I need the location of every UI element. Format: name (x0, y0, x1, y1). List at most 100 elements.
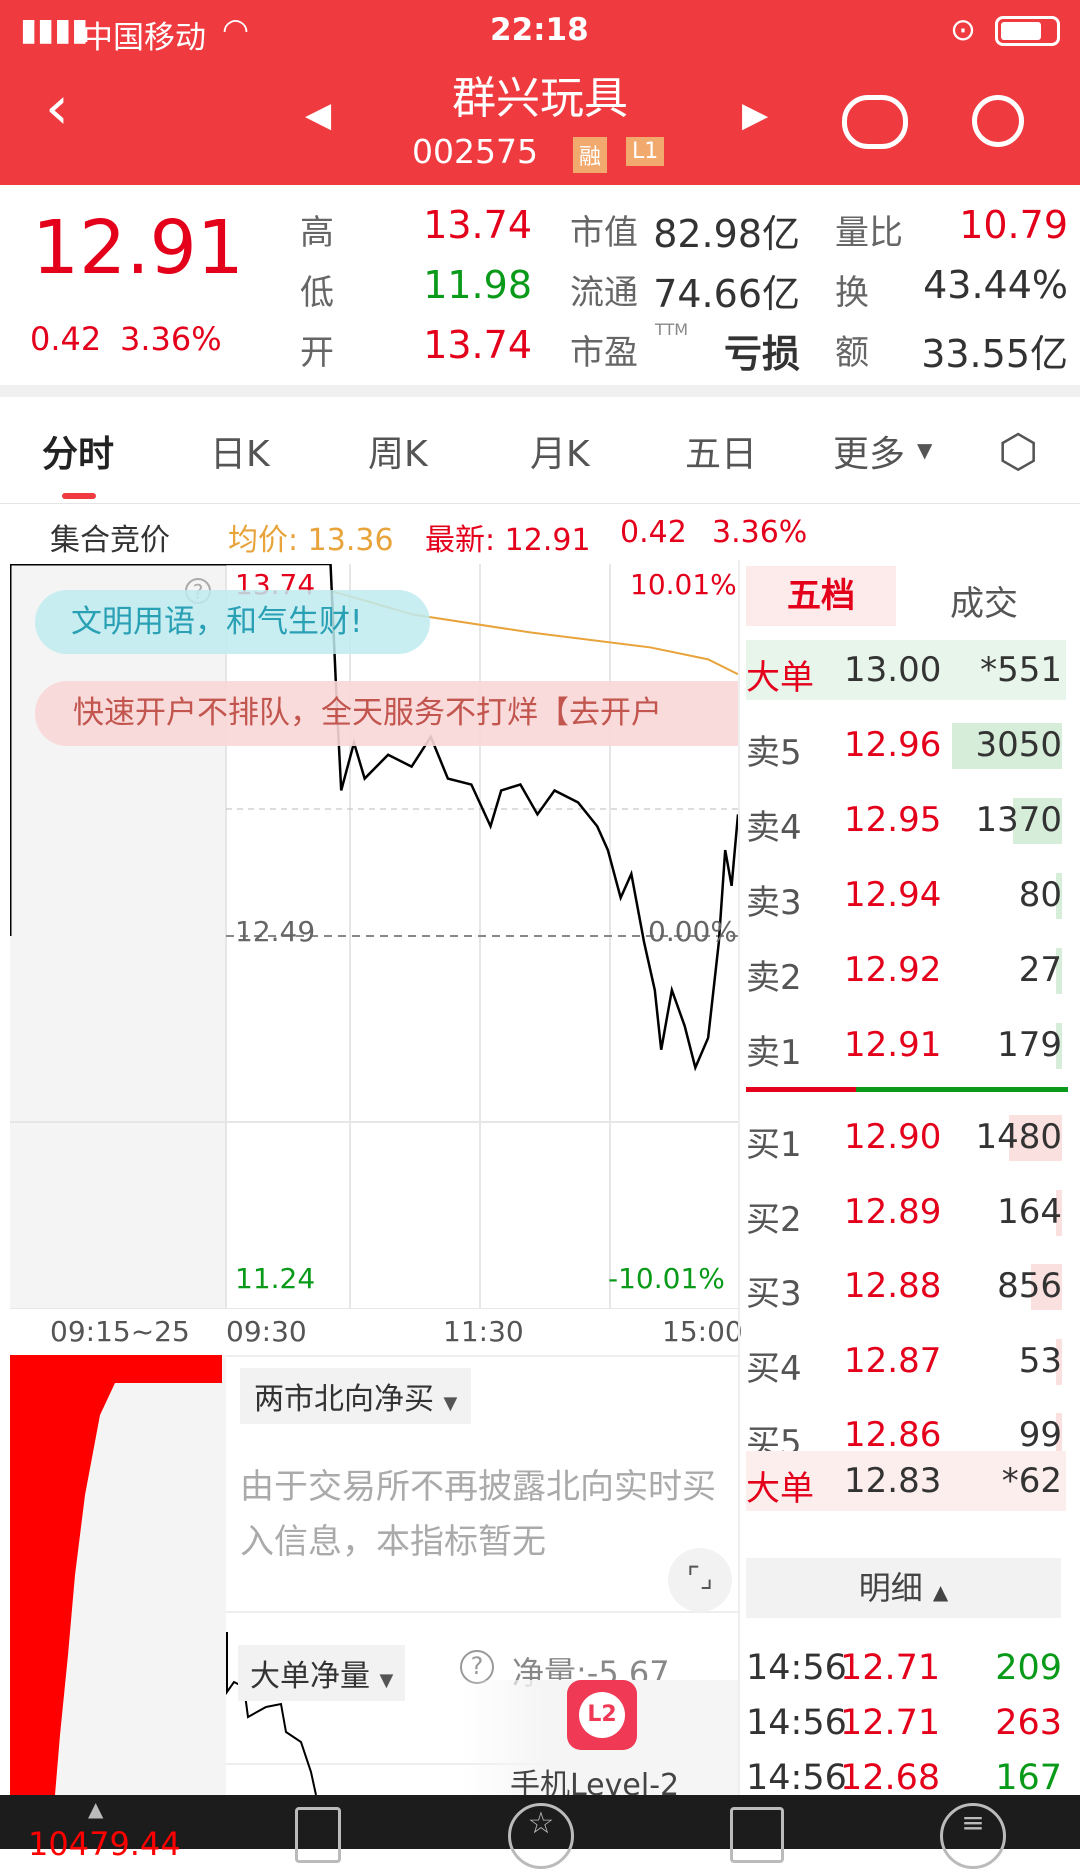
auction-volume-bars (10, 1355, 222, 1795)
bid-row[interactable]: 买1 12.90 1480 (746, 1107, 1066, 1167)
bid-row[interactable]: 买5 12.86 99 (746, 1405, 1066, 1465)
volume-bar (1056, 1413, 1062, 1459)
expand-icon[interactable]: ⌜⌟ (668, 1548, 732, 1612)
trade-price: 12.68 (840, 1758, 941, 1798)
bid-row[interactable]: 买2 12.89 164 (746, 1182, 1066, 1242)
open-label: 开 (300, 333, 334, 373)
level2-badge: L2 (579, 1692, 625, 1738)
level-label: 卖5 (746, 733, 802, 773)
trade-time: 14:56 (746, 1703, 847, 1743)
time-label-close: 15:00 (662, 1315, 743, 1348)
current-price: 12.91 (32, 205, 244, 291)
price-change: 0.42 (30, 320, 102, 358)
level-label: 卖2 (746, 958, 802, 998)
back-icon[interactable]: ‹ (45, 73, 69, 143)
trade-price: 12.71 (840, 1703, 941, 1743)
auction-area (10, 564, 226, 1309)
intraday-chart[interactable] (10, 564, 738, 1309)
level-label: 买2 (746, 1199, 802, 1240)
level-label: 大单 (746, 1469, 814, 1509)
level-volume: 179 (997, 1025, 1062, 1065)
big-order-label: 大单净量 (250, 1659, 370, 1694)
tab-monthly-k[interactable]: 月K (530, 434, 590, 475)
ask-row[interactable]: 卖4 12.95 1370 (746, 790, 1066, 850)
robot-icon[interactable] (842, 95, 908, 149)
tab-trades[interactable]: 成交 (950, 584, 1018, 624)
big-order-select[interactable]: 大单净量 ▼ (238, 1645, 406, 1701)
price-change-pct: 3.36% (120, 320, 222, 358)
tab-five-levels[interactable]: 五档 (746, 566, 896, 626)
bid-row[interactable]: 买4 12.87 53 (746, 1331, 1066, 1391)
dropdown-icon: ▼ (443, 1393, 458, 1414)
level-volume: 80 (1018, 875, 1062, 915)
detail-toggle[interactable]: 明细 ▲ (746, 1558, 1061, 1618)
y-min-pct-label: -10.01% (608, 1262, 725, 1295)
settings-hexagon-icon[interactable]: ⬡ (998, 424, 1039, 478)
level-price: 12.87 (844, 1340, 942, 1381)
trade-row: 14:56 12.71 263 (746, 1693, 1066, 1753)
level-volume: 1480 (975, 1117, 1062, 1157)
index-value[interactable]: 10479.44 (28, 1825, 181, 1863)
tab-weekly-k[interactable]: 周K (368, 434, 428, 475)
big-order-row[interactable]: 大单 13.00 *551 (746, 640, 1066, 700)
favorite-star-icon[interactable]: ☆ (508, 1803, 574, 1869)
menu-icon[interactable]: ≡ (940, 1803, 1006, 1869)
amount-label: 额 (835, 333, 869, 373)
level-label: 买4 (746, 1348, 802, 1389)
tab-indicator (62, 493, 96, 499)
level-price: 13.00 (844, 650, 942, 690)
volume-bar (1031, 1264, 1062, 1310)
volume-ratio-label: 量比 (835, 213, 903, 253)
low-label: 低 (300, 273, 334, 313)
level2-icon: L2 (567, 1680, 637, 1750)
trade-time: 14:56 (746, 1648, 847, 1688)
chat-bubble[interactable]: 文明用语，和气生财! (35, 590, 430, 654)
north-flow-panel (226, 1355, 738, 1613)
open-value: 13.74 (423, 323, 532, 367)
open-account-banner[interactable]: 快速开户不排队，全天服务不打烊【去开户 (35, 681, 738, 746)
float-cap-label: 流通 (570, 273, 638, 313)
tab-daily-k[interactable]: 日K (210, 434, 270, 475)
quote-panel: 12.91 0.42 3.36% 高 低 开 13.74 11.98 13.74… (0, 185, 1080, 385)
prev-stock-icon[interactable]: ◀ (305, 95, 332, 135)
level-volume: 164 (997, 1191, 1062, 1232)
bid-row[interactable]: 买3 12.88 856 (746, 1256, 1066, 1316)
trade-row: 14:56 12.68 167 (746, 1748, 1066, 1808)
level-label: 买3 (746, 1274, 802, 1314)
price-line (226, 564, 738, 1072)
high-value: 13.74 (423, 203, 532, 247)
volume-bar (1012, 798, 1062, 844)
ask-row[interactable]: 卖2 12.92 27 (746, 940, 1066, 1000)
low-value: 11.98 (423, 263, 532, 307)
level-volume: 1370 (975, 800, 1062, 840)
trade-price: 12.71 (840, 1648, 941, 1688)
level-label: 卖3 (746, 883, 802, 923)
north-flow-label: 两市北向净买 (254, 1382, 434, 1417)
latest-price: 最新: 12.91 (425, 523, 591, 558)
help-icon[interactable]: ? (460, 1650, 494, 1684)
tab-five-day[interactable]: 五日 (685, 434, 758, 475)
big-order-row[interactable]: 大单 12.83 *62 (746, 1451, 1066, 1511)
dropdown-icon: ▼ (917, 438, 933, 462)
status-time: 22:18 (490, 12, 589, 48)
level-price: 12.96 (844, 725, 942, 765)
ask-row[interactable]: 卖3 12.94 80 (746, 865, 1066, 925)
level-price: 12.88 (844, 1266, 942, 1306)
ask-row[interactable]: 卖1 12.91 179 (746, 1015, 1066, 1075)
north-flow-select[interactable]: 两市北向净买 ▼ (240, 1368, 472, 1424)
ask-bid-divider-red (746, 1087, 856, 1092)
tab-intraday[interactable]: 分时 (42, 434, 115, 475)
trade-icon[interactable] (730, 1807, 784, 1863)
pe-value: 亏损 (723, 332, 800, 376)
header: ▮▮▮▮ 中国移动 ◠ 22:18 ⊙ ‹ ◀ 群兴玩具 002575 融 L1… (0, 0, 1080, 185)
tab-more[interactable]: 更多 (833, 434, 906, 475)
level-price: 12.94 (844, 875, 942, 915)
search-icon[interactable] (972, 95, 1024, 147)
ask-row[interactable]: 卖5 12.96 3050 (746, 715, 1066, 775)
level-volume: *62 (1001, 1461, 1062, 1501)
level2-promo[interactable]: L2 手机Level-2 (462, 1680, 738, 1803)
document-icon[interactable] (295, 1807, 341, 1863)
next-stock-icon[interactable]: ▶ (742, 95, 769, 135)
pe-label: 市盈 (570, 333, 638, 373)
wifi-icon: ◠ (222, 12, 250, 48)
